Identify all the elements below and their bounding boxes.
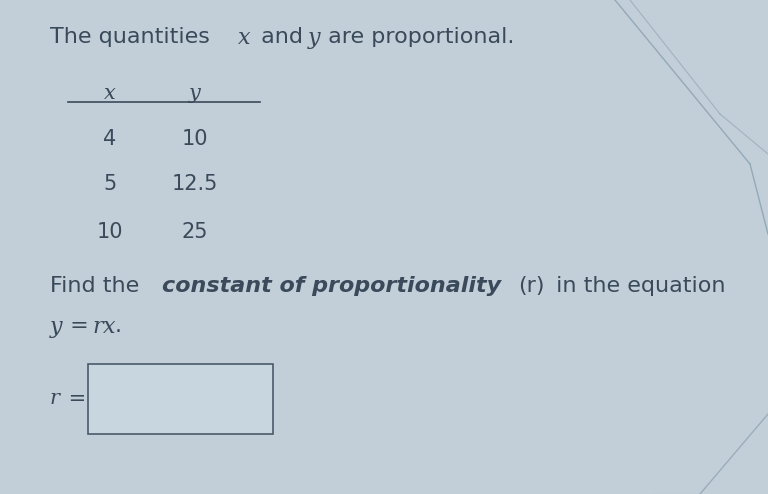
Text: y: y: [50, 316, 63, 338]
Text: y: y: [308, 27, 320, 49]
Text: and: and: [254, 27, 310, 47]
Text: 5: 5: [104, 174, 117, 194]
Text: x: x: [238, 27, 250, 49]
Text: (r): (r): [518, 276, 545, 296]
Text: constant of proportionality: constant of proportionality: [162, 276, 509, 296]
Text: r: r: [50, 389, 60, 408]
Text: =: =: [62, 389, 86, 409]
Text: 12.5: 12.5: [172, 174, 218, 194]
Text: x: x: [103, 316, 115, 338]
FancyBboxPatch shape: [88, 364, 273, 434]
Text: .: .: [115, 316, 122, 336]
Text: Find the: Find the: [50, 276, 147, 296]
Text: The quantities: The quantities: [50, 27, 217, 47]
Text: =: =: [63, 316, 96, 336]
Text: y: y: [189, 84, 201, 103]
Text: 25: 25: [182, 222, 208, 242]
Text: 4: 4: [104, 129, 117, 149]
Text: r: r: [92, 316, 103, 338]
Text: in the equation: in the equation: [549, 276, 726, 296]
Text: x: x: [104, 84, 116, 103]
Text: 10: 10: [182, 129, 208, 149]
Text: 10: 10: [97, 222, 123, 242]
Text: are proportional.: are proportional.: [321, 27, 515, 47]
